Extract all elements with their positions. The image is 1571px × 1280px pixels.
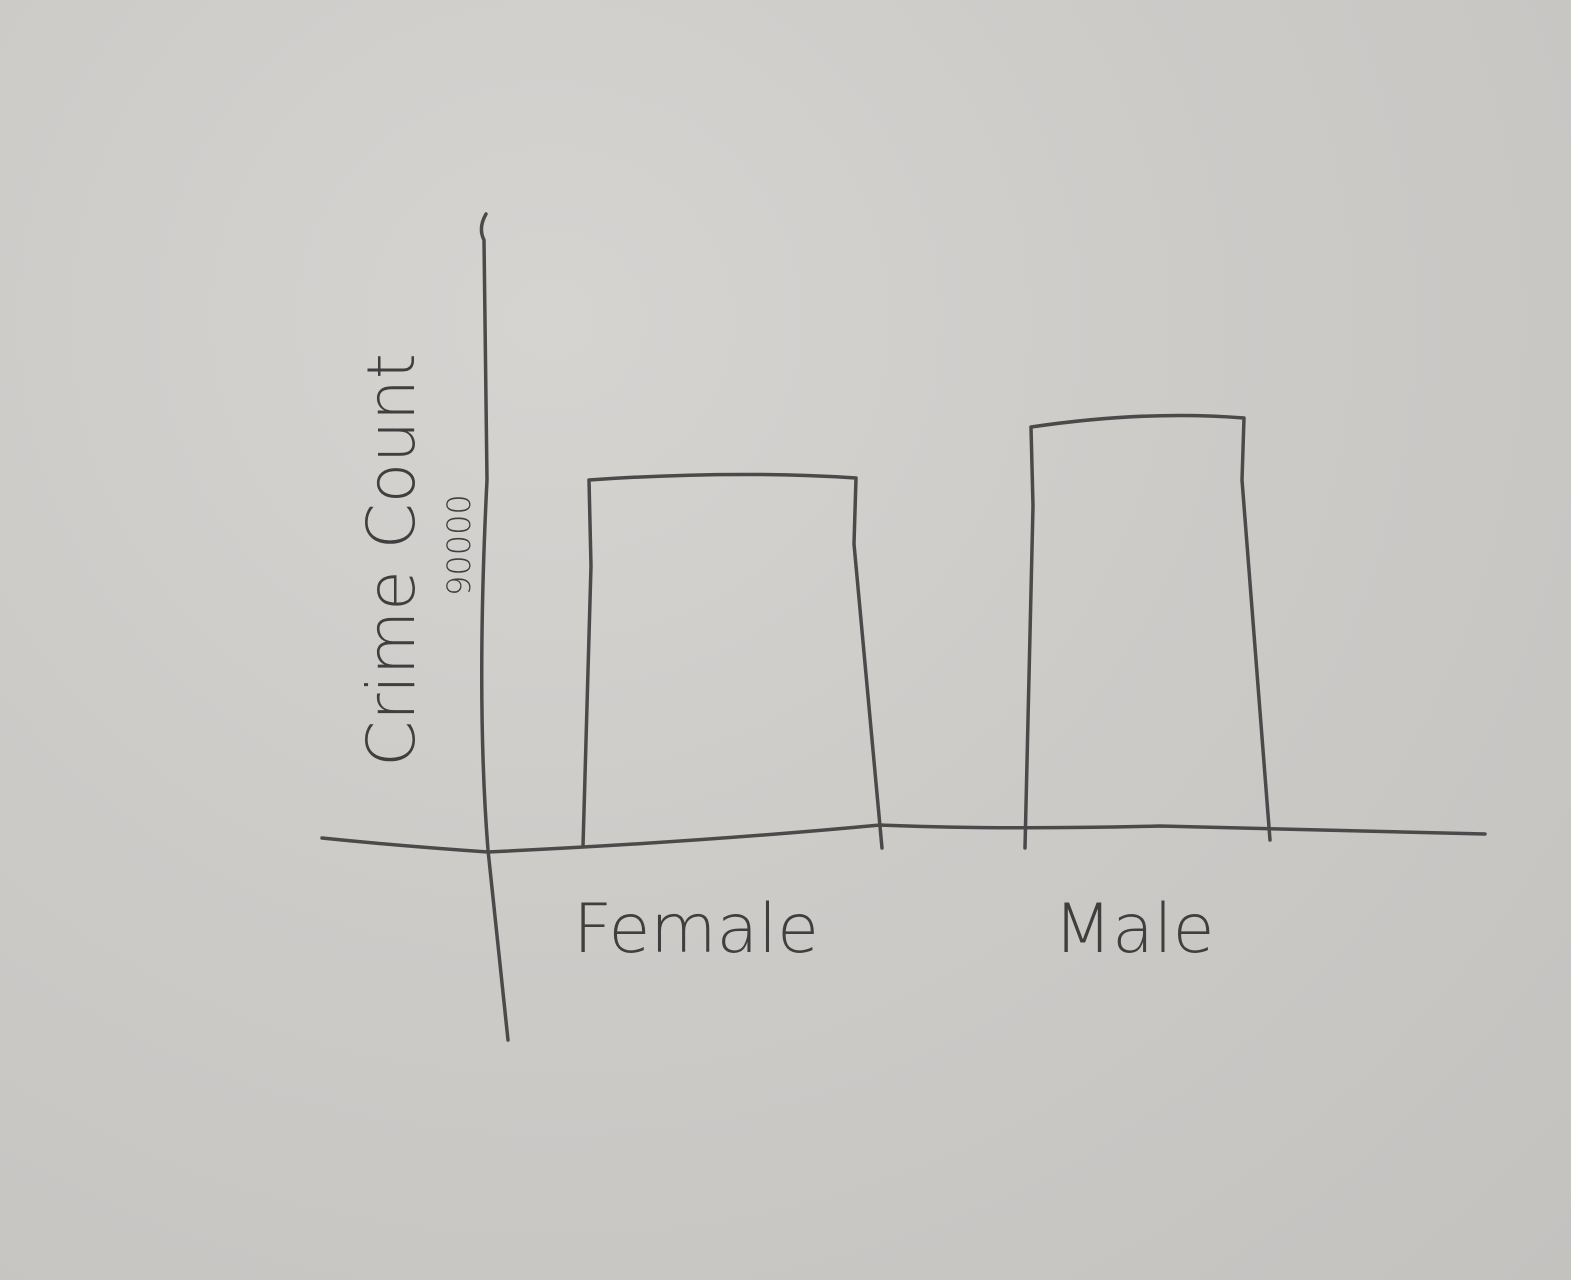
bars bbox=[581, 413, 1272, 850]
x-tick-labels: Female Male bbox=[573, 890, 1214, 969]
y-tick-label: 90000 bbox=[440, 494, 478, 596]
x-tick-label-female: Female bbox=[573, 890, 819, 969]
x-tick-label-male: Male bbox=[1053, 890, 1214, 969]
x-axis bbox=[320, 823, 1487, 854]
y-tick-labels: 90000 bbox=[440, 494, 478, 596]
y-axis bbox=[479, 212, 510, 1042]
y-axis-title: Crime Count bbox=[353, 353, 430, 766]
bar-male bbox=[1023, 413, 1272, 850]
bar-female bbox=[581, 472, 884, 850]
